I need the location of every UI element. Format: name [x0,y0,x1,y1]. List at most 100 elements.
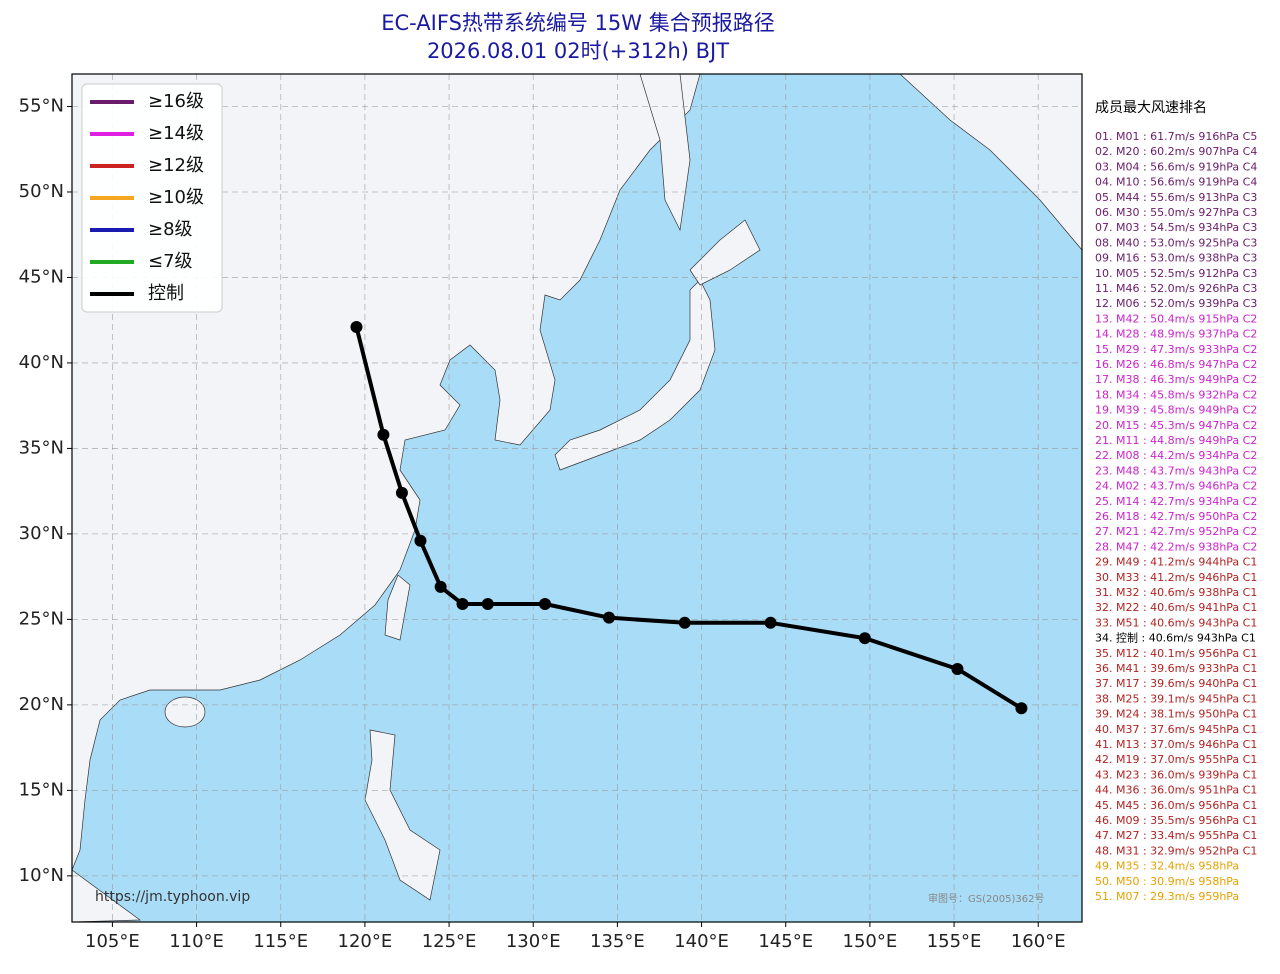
ranking-item: 14. M28 : 48.9m/s 937hPa C2 [1095,328,1257,341]
map-frame [71,73,1083,923]
legend-box [81,83,223,313]
ranking-item: 30. M33 : 41.2m/s 946hPa C1 [1095,571,1257,584]
ranking-item: 19. M39 : 45.8m/s 949hPa C2 [1095,404,1257,417]
y-tick-label: 25°N [19,608,64,629]
ranking-item: 47. M27 : 33.4m/s 955hPa C1 [1095,829,1257,842]
ranking-item: 34. 控制 : 40.6m/s 943hPa C1 [1095,631,1256,645]
ranking-item: 09. M16 : 53.0m/s 938hPa C3 [1095,252,1257,265]
ranking-item: 15. M29 : 47.3m/s 933hPa C2 [1095,343,1257,356]
x-tick-label: 105°E [85,931,140,952]
y-tick-label: 40°N [19,352,64,373]
ranking-item: 36. M41 : 39.6m/s 933hPa C1 [1095,662,1257,675]
legend-label: 控制 [148,283,184,304]
ranking-item: 12. M06 : 52.0m/s 939hPa C3 [1095,297,1257,310]
ranking-item: 18. M34 : 45.8m/s 932hPa C2 [1095,388,1257,401]
control-point [456,598,469,610]
ranking-item: 04. M10 : 56.6m/s 919hPa C4 [1095,176,1257,189]
control-point [951,662,964,675]
land-japan [554,279,716,471]
ranking-item: 01. M01 : 61.7m/s 916hPa C5 [1095,130,1257,143]
y-tick-label: 10°N [19,865,64,886]
ranking-item: 24. M02 : 43.7m/s 946hPa C2 [1095,480,1257,493]
ranking-item: 22. M08 : 44.2m/s 934hPa C2 [1095,449,1257,462]
ranking-item: 26. M18 : 42.7m/s 950hPa C2 [1095,510,1257,523]
x-tick-label: 115°E [253,931,308,952]
land-mainland [71,73,701,871]
approval-number: 审图号：GS(2005)362号 [928,892,1044,905]
land-hokkaido [689,219,761,286]
x-tick-label: 110°E [169,931,224,952]
control-point [481,598,494,610]
ranking-item: 25. M14 : 42.7m/s 934hPa C2 [1095,495,1257,508]
legend-label: ≥10级 [148,187,204,208]
control-point [350,321,363,334]
legend-label: ≥16级 [148,91,204,112]
subtitle: 2026.08.01 02时(+312h) BJT [427,39,729,63]
legend-label: ≥12级 [148,155,204,176]
ranking-item: 28. M47 : 42.2m/s 938hPa C2 [1095,540,1257,553]
ranking-item: 08. M40 : 53.0m/s 925hPa C3 [1095,236,1257,249]
x-tick-label: 155°E [927,931,982,952]
x-tick-label: 125°E [422,931,477,952]
control-point [602,611,615,624]
ranking-title: 成员最大风速排名 [1095,100,1207,116]
control-point [858,632,871,645]
x-tick-label: 145°E [758,931,813,952]
ranking-item: 49. M35 : 32.4m/s 958hPa [1095,860,1239,873]
y-tick-label: 50°N [19,181,64,202]
legend-label: ≥8级 [148,219,193,240]
ranking-item: 42. M19 : 37.0m/s 955hPa C1 [1095,753,1257,766]
control-point [414,534,427,547]
ranking-item: 37. M17 : 39.6m/s 940hPa C1 [1095,677,1257,690]
y-tick-label: 30°N [19,523,64,544]
ranking-item: 44. M36 : 36.0m/s 951hPa C1 [1095,784,1257,797]
ranking-item: 20. M15 : 45.3m/s 947hPa C2 [1095,419,1257,432]
ranking-item: 32. M22 : 40.6m/s 941hPa C1 [1095,601,1257,614]
control-point [539,598,552,610]
x-tick-label: 130°E [506,931,561,952]
y-tick-label: 55°N [19,95,64,116]
ranking-item: 06. M30 : 55.0m/s 927hPa C3 [1095,206,1257,219]
control-point [395,486,408,499]
ranking-item: 17. M38 : 46.3m/s 949hPa C2 [1095,373,1257,386]
x-tick-label: 135°E [590,931,645,952]
ranking-item: 46. M09 : 35.5m/s 956hPa C1 [1095,814,1257,827]
ranking-item: 41. M13 : 37.0m/s 946hPa C1 [1095,738,1257,751]
title: EC-AIFS热带系统编号 15W 集合预报路径 [381,11,774,35]
ranking-item: 11. M46 : 52.0m/s 926hPa C3 [1095,282,1257,295]
y-tick-label: 15°N [19,779,64,800]
control-point [1015,702,1028,715]
control-point [764,616,777,629]
ranking-item: 51. M07 : 29.3m/s 959hPa [1095,890,1239,903]
x-tick-label: 120°E [338,931,393,952]
land-philippines [364,729,441,901]
legend-label: ≤7级 [148,251,193,272]
y-tick-label: 20°N [19,694,64,715]
ranking-item: 31. M32 : 40.6m/s 938hPa C1 [1095,586,1257,599]
ranking-item: 13. M42 : 50.4m/s 915hPa C2 [1095,312,1257,325]
ranking-item: 27. M21 : 42.7m/s 952hPa C2 [1095,525,1257,538]
ranking-item: 03. M04 : 56.6m/s 919hPa C4 [1095,160,1257,173]
ranking-item: 40. M37 : 37.6m/s 945hPa C1 [1095,723,1257,736]
map [71,73,1083,923]
land-hainan [164,696,206,728]
ranking-item: 29. M49 : 41.2m/s 944hPa C1 [1095,556,1257,569]
source-url: https://jm.typhoon.vip [95,889,250,905]
land-taiwan [384,574,411,641]
ranking-item: 10. M05 : 52.5m/s 912hPa C3 [1095,267,1257,280]
ranking-item: 39. M24 : 38.1m/s 950hPa C1 [1095,708,1257,721]
legend-label: ≥14级 [148,123,204,144]
ranking-item: 50. M50 : 30.9m/s 958hPa [1095,875,1239,888]
ranking-item: 23. M48 : 43.7m/s 943hPa C2 [1095,464,1257,477]
ranking-item: 43. M23 : 36.0m/s 939hPa C1 [1095,768,1257,781]
control-point [377,428,390,441]
x-tick-label: 150°E [843,931,898,952]
x-tick-label: 160°E [1011,931,1066,952]
ranking-item: 05. M44 : 55.6m/s 913hPa C3 [1095,191,1257,204]
ranking-item: 48. M31 : 32.9m/s 952hPa C1 [1095,844,1257,857]
control-point [434,580,447,593]
ranking-item: 16. M26 : 46.8m/s 947hPa C2 [1095,358,1257,371]
x-tick-label: 140°E [674,931,729,952]
control-track [354,326,1023,710]
